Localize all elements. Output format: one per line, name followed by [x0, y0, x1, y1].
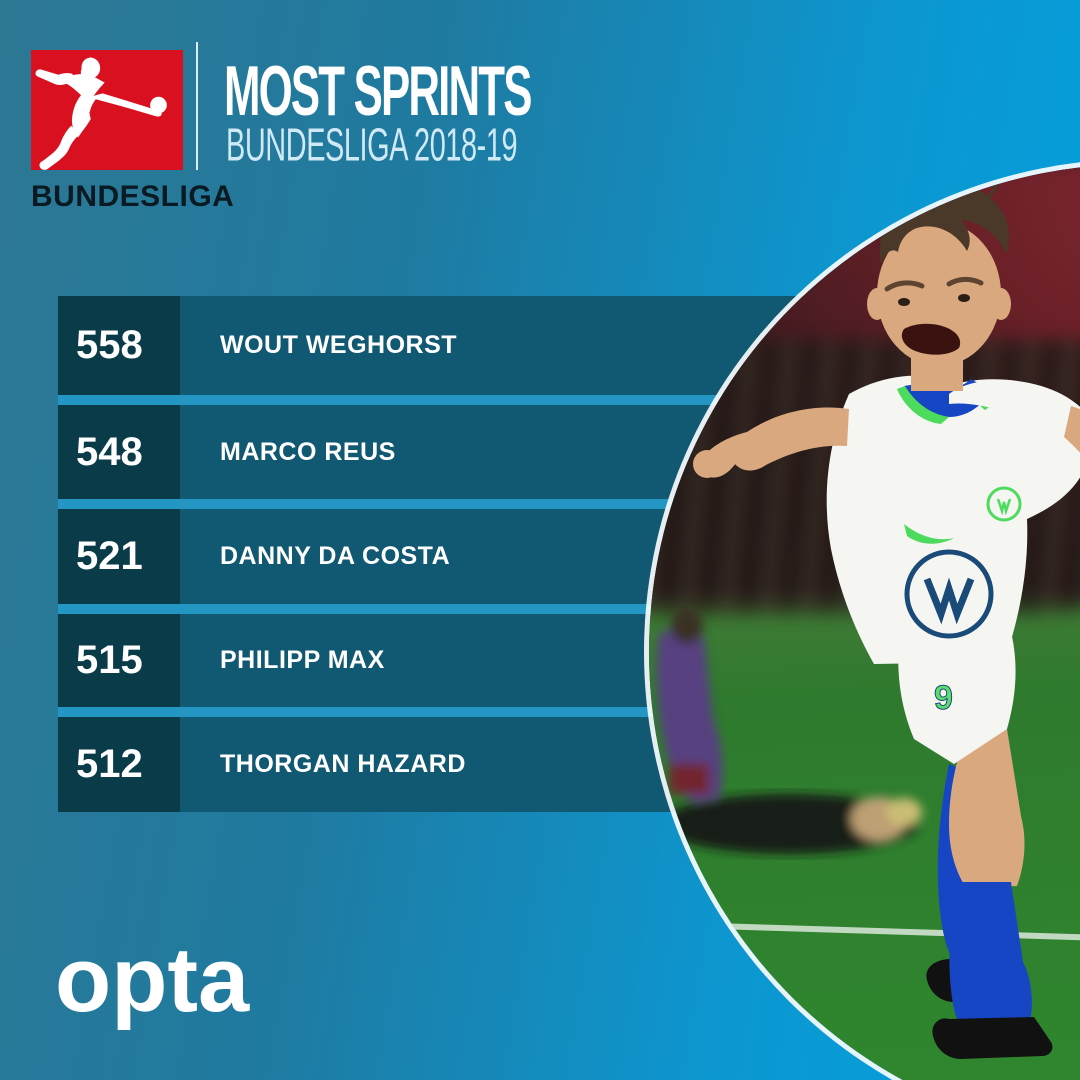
- svg-text:9: 9: [934, 679, 953, 717]
